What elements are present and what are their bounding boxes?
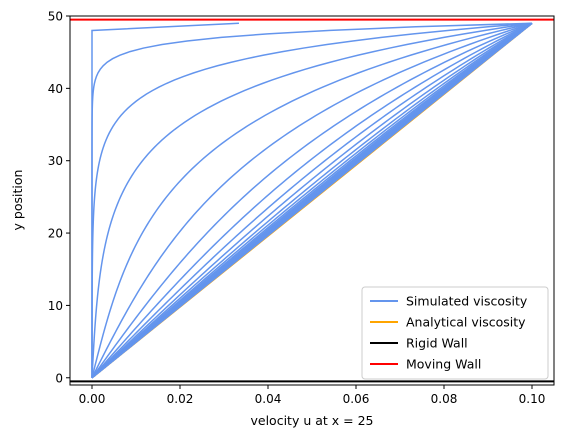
simulated-viscosity-line: [91, 22, 533, 379]
simulated-viscosity-line: [91, 22, 533, 378]
x-axis: 0.00 0.02 0.04 0.06 0.08 0.10: [79, 385, 546, 406]
y-tick-label: 50: [48, 10, 63, 24]
simulated-viscosity-line: [91, 22, 533, 379]
legend-label-rigid-wall: Rigid Wall: [406, 336, 468, 351]
legend-label-simulated-viscosity: Simulated viscosity: [406, 294, 528, 309]
series-layer: [70, 18, 554, 383]
simulated-viscosity-line: [91, 22, 533, 378]
x-axis-label: velocity u at x = 25: [251, 413, 374, 428]
legend-label-moving-wall: Moving Wall: [406, 357, 481, 372]
x-tick-label: 0.06: [343, 392, 370, 406]
x-tick-label: 0.04: [255, 392, 282, 406]
simulated-viscosity-line: [91, 22, 533, 379]
y-tick-label: 20: [48, 227, 63, 241]
legend: Simulated viscosity Analytical viscosity R…: [361, 286, 549, 380]
simulated-viscosity-line: [91, 22, 533, 378]
axes-frame: [69, 15, 555, 386]
x-tick-label: 0.00: [79, 392, 106, 406]
y-tick-label: 30: [48, 154, 63, 168]
y-axis-label: y position: [10, 170, 25, 231]
simulated-viscosity-line: [91, 22, 533, 379]
simulated-viscosity-line: [91, 22, 533, 379]
y-tick-label: 10: [48, 299, 63, 313]
y-tick-label: 0: [55, 371, 63, 385]
legend-box: [361, 286, 549, 380]
simulated-viscosity-line: [91, 22, 533, 379]
y-axis: 0 10 20 30 40 50: [48, 10, 70, 385]
simulated-viscosity-line: [91, 22, 533, 379]
x-tick-label: 0.02: [167, 392, 194, 406]
y-tick-label: 40: [48, 82, 63, 96]
x-tick-label: 0.08: [431, 392, 458, 406]
legend-label-analytical-viscosity: Analytical viscosity: [406, 315, 526, 330]
x-tick-label: 0.10: [519, 392, 546, 406]
simulated-viscosity-line: [91, 22, 533, 379]
